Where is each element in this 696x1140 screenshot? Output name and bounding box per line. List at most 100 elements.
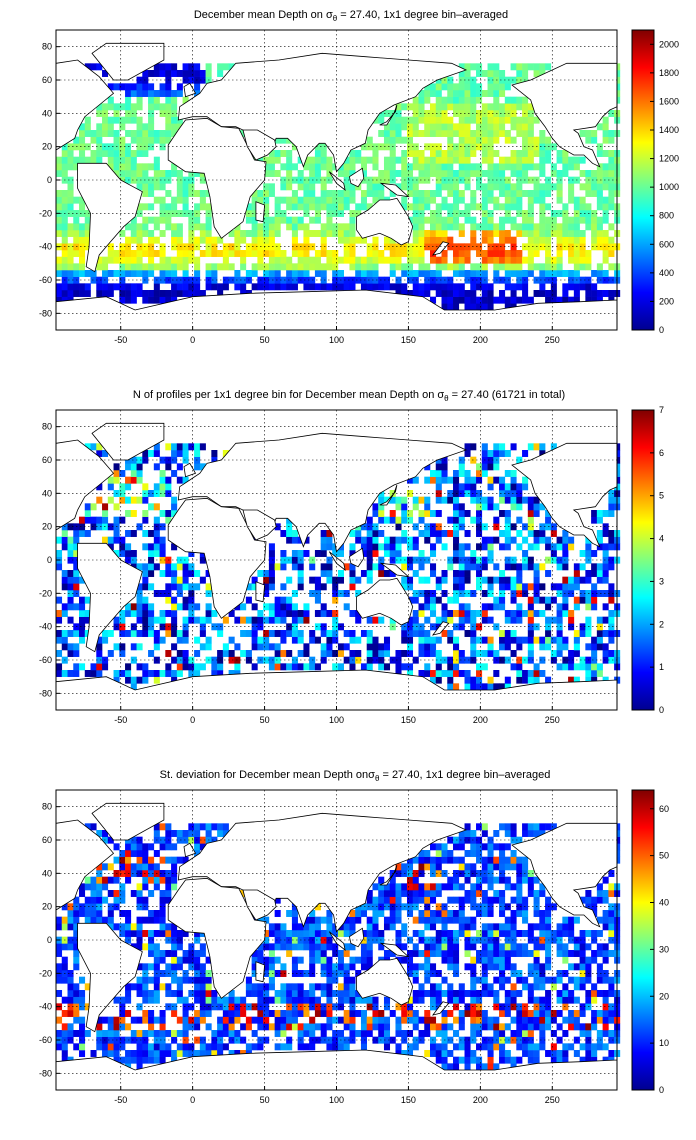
data-cell bbox=[573, 230, 580, 237]
data-cell bbox=[159, 216, 166, 224]
data-cell bbox=[148, 863, 155, 871]
data-cell bbox=[349, 916, 356, 924]
data-cell bbox=[268, 256, 275, 264]
data-cell bbox=[211, 450, 218, 457]
data-cell bbox=[291, 196, 298, 204]
data-cell bbox=[401, 883, 408, 891]
data-cell bbox=[194, 463, 201, 471]
data-cell bbox=[527, 936, 534, 944]
data-cell bbox=[130, 230, 137, 237]
data-cell bbox=[412, 476, 419, 484]
data-cell bbox=[222, 643, 229, 651]
data-cell bbox=[464, 176, 471, 184]
data-cell bbox=[383, 1016, 391, 1024]
data-cell bbox=[424, 616, 431, 624]
colorbar-tick-label: 2000 bbox=[659, 39, 679, 49]
data-cell bbox=[487, 190, 494, 197]
data-cell bbox=[602, 130, 609, 137]
data-cell bbox=[516, 190, 523, 197]
data-cell bbox=[102, 116, 109, 124]
data-cell bbox=[332, 276, 339, 284]
data-cell bbox=[125, 270, 132, 277]
data-cell bbox=[435, 183, 442, 191]
data-cell bbox=[453, 856, 460, 864]
data-cell bbox=[182, 930, 189, 937]
data-cell bbox=[527, 990, 534, 997]
data-cell bbox=[297, 570, 304, 577]
data-cell bbox=[136, 123, 143, 131]
data-cell bbox=[268, 956, 275, 964]
data-cell bbox=[119, 923, 126, 931]
data-cell bbox=[366, 1016, 373, 1024]
data-cell bbox=[487, 676, 494, 684]
data-cell bbox=[291, 963, 298, 971]
data-cell bbox=[297, 630, 304, 637]
data-cell bbox=[245, 976, 252, 984]
data-cell bbox=[280, 963, 287, 971]
data-cell bbox=[194, 1010, 201, 1017]
data-cell bbox=[464, 610, 471, 617]
data-cell bbox=[125, 610, 132, 617]
data-cell bbox=[343, 1023, 350, 1031]
data-cell bbox=[366, 523, 373, 531]
data-cell bbox=[125, 856, 132, 864]
data-cell bbox=[119, 630, 126, 637]
data-cell bbox=[412, 270, 419, 277]
data-cell bbox=[435, 1023, 442, 1031]
data-cell bbox=[274, 956, 281, 964]
data-cell bbox=[395, 156, 402, 164]
data-cell bbox=[263, 630, 270, 637]
data-cell bbox=[343, 563, 350, 571]
data-cell bbox=[527, 610, 534, 617]
data-cell bbox=[453, 196, 460, 204]
data-cell bbox=[481, 856, 488, 864]
data-cell bbox=[504, 1050, 511, 1057]
data-cell bbox=[257, 230, 264, 237]
data-cell bbox=[412, 210, 419, 217]
data-cell bbox=[349, 563, 356, 571]
data-cell bbox=[257, 956, 264, 964]
data-cell bbox=[596, 563, 603, 571]
data-cell bbox=[159, 970, 166, 977]
data-cell bbox=[441, 283, 448, 291]
data-cell bbox=[608, 636, 615, 644]
data-cell bbox=[383, 243, 391, 251]
data-cell bbox=[268, 923, 275, 931]
data-cell bbox=[125, 1050, 132, 1057]
data-cell bbox=[585, 250, 592, 257]
data-cell bbox=[481, 470, 488, 477]
data-cell bbox=[176, 443, 183, 451]
data-cell bbox=[418, 963, 425, 971]
data-cell bbox=[84, 1003, 91, 1011]
data-cell bbox=[372, 536, 379, 544]
data-cell bbox=[493, 536, 500, 544]
data-cell bbox=[245, 983, 252, 991]
data-cell bbox=[56, 916, 63, 924]
data-cell bbox=[263, 236, 270, 244]
data-cell bbox=[476, 623, 483, 631]
data-cell bbox=[516, 130, 523, 137]
data-cell bbox=[291, 223, 298, 231]
data-cell bbox=[153, 990, 160, 997]
data-cell bbox=[303, 183, 310, 191]
data-cell bbox=[194, 63, 201, 71]
data-cell bbox=[562, 543, 569, 551]
data-cell bbox=[395, 123, 402, 131]
data-cell bbox=[430, 103, 437, 111]
data-cell bbox=[441, 530, 448, 537]
data-cell bbox=[458, 996, 465, 1004]
data-cell bbox=[211, 250, 218, 257]
data-cell bbox=[458, 863, 465, 871]
data-cell bbox=[280, 263, 287, 271]
data-cell bbox=[211, 823, 218, 831]
data-cell bbox=[148, 110, 155, 117]
data-cell bbox=[493, 130, 500, 137]
data-cell bbox=[257, 616, 264, 624]
data-cell bbox=[453, 650, 460, 657]
data-cell bbox=[159, 876, 166, 884]
data-cell bbox=[337, 963, 344, 971]
data-cell bbox=[464, 896, 471, 904]
data-cell bbox=[61, 976, 68, 984]
data-cell bbox=[591, 223, 598, 231]
data-cell bbox=[332, 616, 339, 624]
